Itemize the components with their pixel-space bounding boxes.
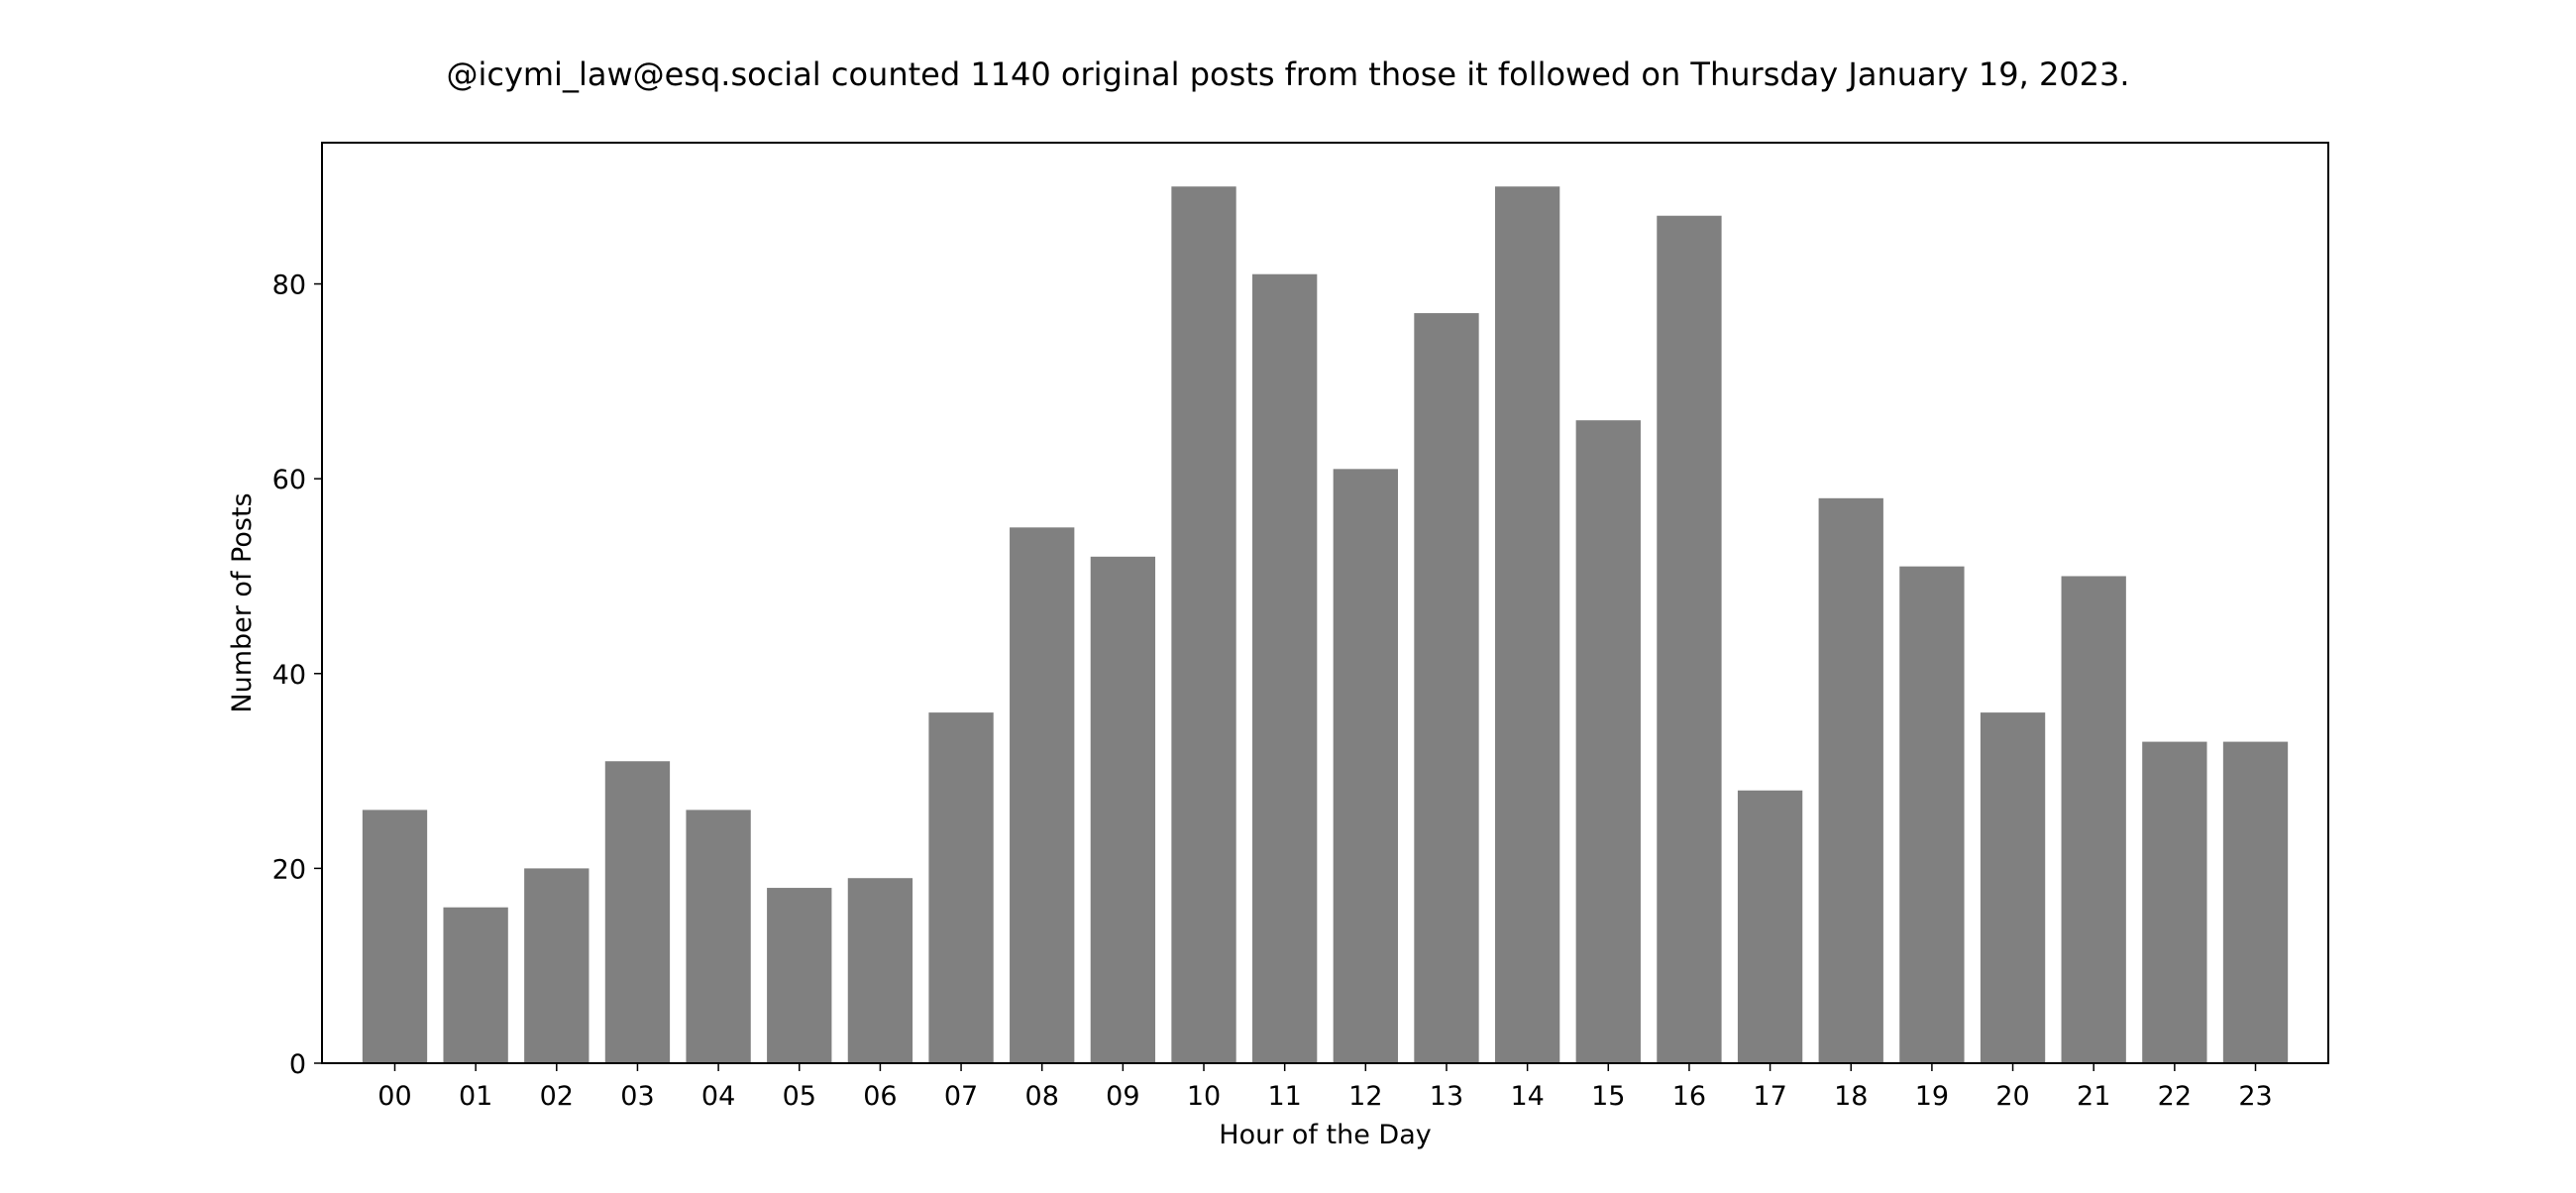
- x-tick-label: 10: [1187, 1081, 1221, 1112]
- x-axis-label: Hour of the Day: [1219, 1120, 1431, 1150]
- bar-22: [2142, 741, 2207, 1063]
- x-tick-label: 08: [1025, 1081, 1059, 1112]
- bar-11: [1252, 273, 1318, 1064]
- bar-18: [1818, 497, 1883, 1063]
- x-tick-label: 17: [1753, 1081, 1786, 1112]
- plot-frame: [321, 142, 2329, 1064]
- x-tick-label: 03: [620, 1081, 654, 1112]
- y-tick-label: 20: [272, 854, 306, 885]
- bar-04: [686, 810, 751, 1063]
- x-tick-label: 00: [377, 1081, 411, 1112]
- bar-09: [1090, 556, 1156, 1063]
- chart-title: @icymi_law@esq.social counted 1140 origi…: [446, 55, 2129, 93]
- bar-14: [1494, 186, 1560, 1064]
- x-tick-label: 02: [540, 1081, 574, 1112]
- bar-02: [524, 868, 590, 1063]
- bars-group: [362, 186, 2289, 1064]
- bar-05: [767, 888, 832, 1063]
- bar-06: [847, 878, 913, 1063]
- bar-21: [2061, 576, 2126, 1063]
- bar-12: [1333, 469, 1398, 1064]
- x-tick-label: 23: [2238, 1081, 2272, 1112]
- x-tick-label: 21: [2077, 1081, 2110, 1112]
- bar-10: [1171, 186, 1236, 1064]
- x-tick-label: 05: [783, 1081, 816, 1112]
- x-tick-label: 04: [701, 1081, 735, 1112]
- x-tick-label: 18: [1834, 1081, 1868, 1112]
- x-tick-label: 19: [1915, 1081, 1949, 1112]
- bar-23: [2222, 741, 2289, 1063]
- bar-01: [443, 907, 508, 1063]
- x-tick-label: 20: [1995, 1081, 2029, 1112]
- bar-13: [1414, 313, 1479, 1063]
- x-tick-label: 11: [1267, 1081, 1301, 1112]
- x-tick-label: 13: [1430, 1081, 1463, 1112]
- bar-15: [1575, 420, 1641, 1063]
- x-tick-label: 16: [1672, 1081, 1706, 1112]
- y-tick-label: 80: [272, 271, 306, 301]
- x-tick-label: 06: [863, 1081, 897, 1112]
- y-axis: 0 20 40 60 80: [272, 271, 322, 1080]
- y-axis-label: Number of Posts: [227, 492, 258, 712]
- bar-03: [604, 761, 671, 1063]
- bar-16: [1657, 215, 1722, 1064]
- y-tick-label: 0: [289, 1049, 306, 1080]
- bar-08: [1010, 527, 1075, 1063]
- bar-07: [928, 712, 994, 1063]
- y-tick-label: 40: [272, 660, 306, 691]
- x-tick-label: 15: [1591, 1081, 1625, 1112]
- x-tick-label: 12: [1348, 1081, 1382, 1112]
- y-tick-label: 60: [272, 465, 306, 495]
- bar-17: [1737, 790, 1803, 1063]
- x-axis: 00 01 02 03 04 05 06 07 08 09 10 11 12 13 14 15 16 17 18 19…: [377, 1063, 2273, 1112]
- bar-20: [1980, 712, 2046, 1063]
- x-tick-label: 14: [1510, 1081, 1544, 1112]
- bar-19: [1899, 566, 1965, 1063]
- x-tick-label: 22: [2158, 1081, 2192, 1112]
- x-tick-label: 09: [1106, 1081, 1139, 1112]
- x-tick-label: 07: [944, 1081, 978, 1112]
- x-tick-label: 01: [459, 1081, 492, 1112]
- bar-00: [362, 810, 428, 1063]
